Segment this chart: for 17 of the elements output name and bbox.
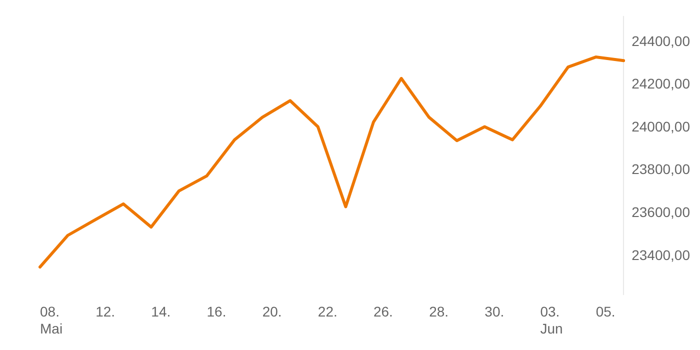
y-tick-label: 23400,00 (632, 246, 690, 263)
x-tick-label: 26. (373, 304, 393, 320)
y-tick-label: 24200,00 (632, 76, 690, 92)
y-tick-label: 24400,00 (632, 32, 690, 49)
y-tick-label: 24000,00 (632, 118, 690, 134)
y-tick-label: 23800,00 (632, 161, 690, 178)
x-tick-label: 14. (151, 304, 171, 320)
x-tick-label: 22. (318, 304, 338, 320)
x-tick-label: 30. (484, 304, 504, 320)
x-tick-label: 05. (596, 304, 616, 320)
x-tick-label: 16. (206, 304, 226, 320)
x-tick-label: 08. Mai (40, 304, 63, 336)
x-tick-label: 28. (429, 304, 449, 320)
x-tick-label: 03. Jun (540, 304, 563, 336)
x-tick-label: 12. (96, 304, 116, 320)
y-tick-label: 23600,00 (632, 204, 690, 220)
x-tick-label: 20. (262, 304, 282, 320)
